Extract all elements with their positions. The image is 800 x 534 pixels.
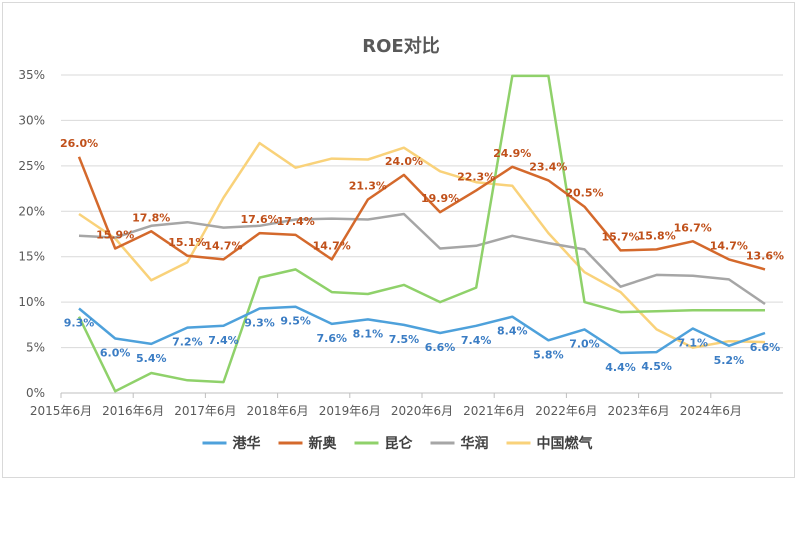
data-label: 4.5% (641, 360, 672, 373)
series-line-昆仑 (77, 74, 765, 393)
legend-entry: 华润 (461, 435, 489, 452)
data-label: 17.6% (240, 213, 278, 226)
data-label: 16.7% (674, 221, 712, 234)
y-tick-label: 15% (18, 250, 45, 264)
data-label: 22.3% (457, 170, 495, 183)
data-label: 24.9% (493, 147, 531, 160)
y-tick-label: 5% (26, 341, 45, 355)
y-tick-label: 10% (18, 295, 45, 309)
data-label: 14.7% (204, 239, 242, 252)
x-tick-label: 2017年6月 (174, 404, 236, 418)
gridlines (61, 74, 783, 394)
data-label: 15.1% (168, 236, 206, 249)
series-line-华润 (78, 212, 766, 306)
legend-entry: 中国燃气 (537, 435, 593, 452)
x-tick-label: 2015年6月 (30, 404, 92, 418)
x-tick-label: 2018年6月 (247, 404, 309, 418)
y-tick-label: 35% (18, 68, 45, 82)
data-label: 7.2% (172, 336, 203, 349)
data-label: 5.2% (714, 354, 745, 367)
chart-title: ROE对比 (362, 35, 439, 57)
data-label: 7.1% (677, 336, 708, 349)
data-label: 15.9% (96, 229, 134, 242)
legend-entry: 港华 (233, 435, 261, 452)
chart-frame: ROE对比 0% 5% 10% 15% 20% 25% 30% 35% 2015年6月 2016… (2, 2, 795, 478)
data-label: 5.8% (533, 348, 564, 361)
data-label: 6.6% (425, 341, 456, 354)
data-label: 9.5% (280, 315, 311, 328)
x-tick-label: 2016年6月 (102, 404, 164, 418)
data-label: 24.0% (385, 155, 423, 168)
data-label: 21.3% (349, 179, 387, 192)
y-tick-label: 30% (18, 113, 45, 127)
x-tick-label: 2022年6月 (535, 404, 597, 418)
data-label: 9.3% (64, 317, 95, 330)
data-label: 4.4% (605, 361, 636, 374)
y-tick-label: 25% (18, 159, 45, 173)
data-label: 15.7% (601, 230, 639, 243)
data-label: 20.5% (565, 187, 603, 200)
x-tick-label: 2019年6月 (319, 404, 381, 418)
series-line-中国燃气 (78, 141, 766, 349)
data-label: 8.1% (353, 327, 384, 340)
data-label: 13.6% (746, 249, 784, 262)
data-label: 8.4% (497, 325, 528, 338)
data-label: 6.6% (750, 341, 781, 354)
y-tick-label: 20% (18, 204, 45, 218)
x-tick-label: 2023年6月 (608, 404, 670, 418)
data-label: 7.6% (316, 332, 347, 345)
data-label: 17.8% (132, 211, 170, 224)
data-label: 7.4% (461, 334, 492, 347)
data-label: 7.4% (208, 334, 239, 347)
data-label: 19.9% (421, 192, 459, 205)
data-label: 15.8% (638, 229, 676, 242)
data-label: 26.0% (60, 137, 98, 150)
data-label: 14.7% (313, 239, 351, 252)
data-label: 14.7% (710, 239, 748, 252)
roe-line-chart: ROE对比 0% 5% 10% 15% 20% 25% 30% 35% 2015年6月 2016… (18, 35, 784, 452)
legend-entry: 昆仑 (385, 435, 414, 452)
legend-entry: 新奥 (309, 435, 338, 452)
x-tick-label: 2021年6月 (463, 404, 525, 418)
data-label: 7.5% (389, 333, 420, 346)
series-line-港华 (78, 305, 766, 355)
data-labels: 9.3% 6.0% 5.4% 7.2% 7.4% 9.3% 9.5% 7.6% 8.1% 7.5%… (60, 137, 784, 374)
x-tick-label: 2024年6月 (680, 404, 742, 418)
data-label: 23.4% (529, 160, 567, 173)
legend: 港华 新奥 昆仑 华润 中国燃气 (202, 435, 593, 452)
x-tick-label: 2020年6月 (391, 404, 453, 418)
data-label: 9.3% (244, 317, 275, 330)
x-axis-ticks: 2015年6月 2016年6月 2017年6月 2018年6月 2019年6月 2020年… (30, 393, 742, 418)
data-label: 5.4% (136, 352, 167, 365)
data-label: 6.0% (100, 346, 131, 359)
y-tick-label: 0% (26, 386, 45, 400)
series-lines (77, 74, 766, 393)
data-label: 7.0% (569, 337, 600, 350)
data-label: 17.4% (277, 215, 315, 228)
y-axis-ticks: 0% 5% 10% 15% 20% 25% 30% 35% (18, 68, 45, 400)
series-line-新奥 (77, 156, 766, 271)
